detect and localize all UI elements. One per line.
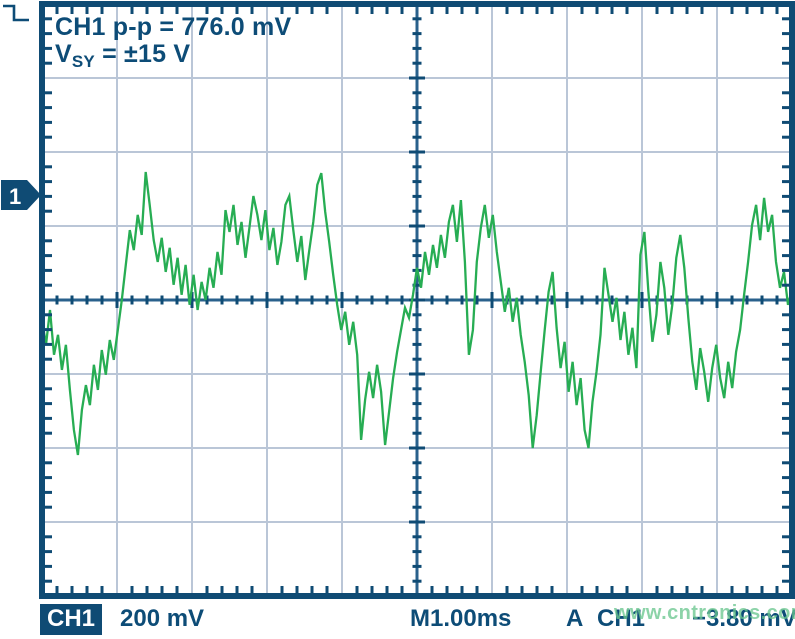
channel1-scale-readout: 200 mV — [120, 605, 205, 632]
channel1-marker-arrow — [1, 180, 41, 210]
timebase-readout: M1.00ms — [410, 605, 512, 632]
supply-voltage-readout: VSY = ±15 V — [55, 40, 191, 70]
trigger-mode-label: A — [566, 605, 584, 632]
channel1-badge: CH1 — [40, 604, 103, 635]
falling-edge-icon — [3, 4, 29, 22]
channel1-trace — [40, 171, 794, 456]
watermark-text: www.cntronics.com — [614, 602, 795, 624]
channel1-marker-label: 1 — [9, 184, 21, 209]
graticule-border — [39, 1, 795, 599]
measurement-readout-pp: CH1 p-p = 776.0 mV — [55, 13, 292, 41]
vsy-subscript: SY — [71, 51, 95, 71]
border-tick-marks — [45, 7, 789, 593]
channel1-ground-marker: 1 — [1, 180, 41, 210]
vsy-symbol: V — [55, 40, 72, 68]
trigger-level-readout: −3.80 mV — [692, 605, 795, 632]
vsy-value: = ±15 V — [94, 40, 191, 68]
trigger-source-label: CH1 — [597, 605, 646, 632]
axis-tick-marks — [40, 2, 794, 598]
